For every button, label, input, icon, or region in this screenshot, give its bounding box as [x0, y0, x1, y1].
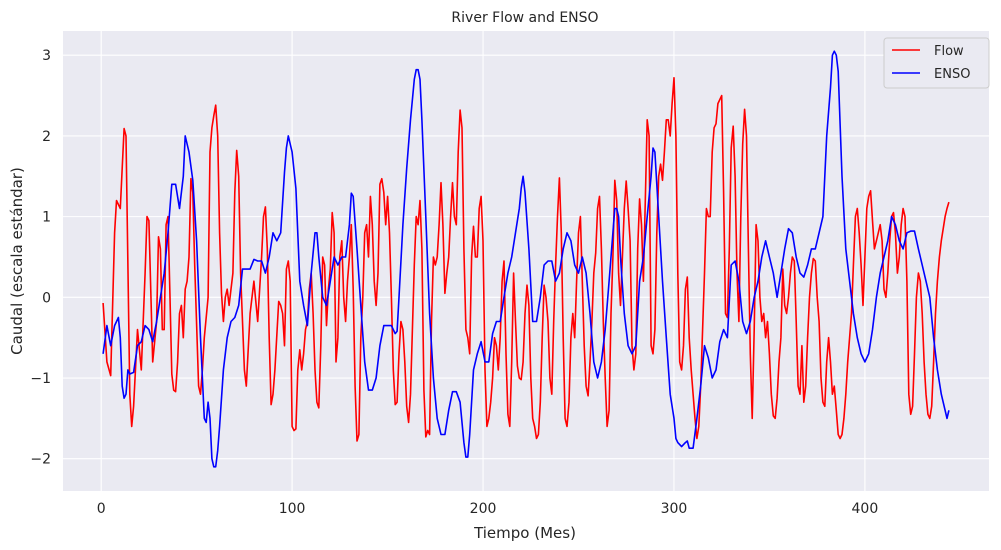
x-tick-label: 400 [852, 501, 879, 517]
y-tick-label: 3 [42, 48, 51, 64]
x-tick-label: 0 [97, 501, 106, 517]
legend-label-enso: ENSO [934, 67, 970, 82]
series-line-flow [102, 77, 950, 442]
plot-background [63, 31, 989, 491]
y-tick-labels: −2 −1 0 1 2 3 [30, 48, 51, 468]
y-tick-label: −1 [30, 371, 51, 387]
y-tick-label: 1 [42, 210, 51, 226]
y-tick-label: 0 [42, 290, 51, 306]
x-tick-labels: 0 100 200 300 400 [97, 501, 879, 517]
legend: Flow ENSO [883, 37, 990, 89]
series-layer [102, 50, 950, 468]
y-tick-label: −2 [30, 452, 51, 468]
y-axis-label: Caudal (escala estándar) [8, 167, 26, 355]
x-tick-label: 200 [470, 501, 497, 517]
x-tick-label: 300 [661, 501, 688, 517]
x-axis-label: Tiempo (Mes) [473, 524, 576, 542]
y-tick-label: 2 [42, 129, 51, 145]
x-tick-label: 100 [279, 501, 306, 517]
chart-title: River Flow and ENSO [451, 10, 598, 26]
series-line-enso [102, 50, 950, 468]
legend-label-flow: Flow [934, 44, 964, 59]
